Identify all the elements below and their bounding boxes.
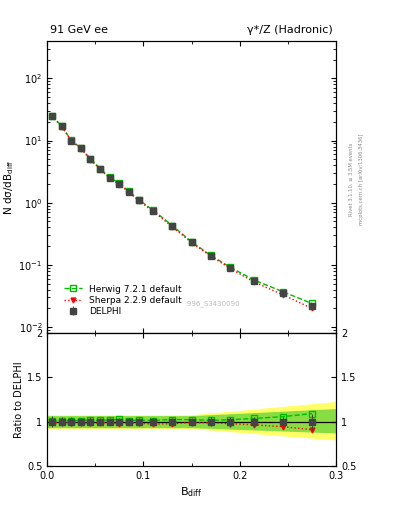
Sherpa 2.2.9 default [136,198,141,204]
Sherpa 2.2.9 default [151,208,156,215]
X-axis label: B$_\mathrm{diff}$: B$_\mathrm{diff}$ [180,485,203,499]
Y-axis label: N dσ/dB$_\mathrm{diff}$: N dσ/dB$_\mathrm{diff}$ [2,159,16,215]
Herwig 7.2.1 default [310,301,314,307]
Sherpa 2.2.9 default [228,265,233,271]
Line: Herwig 7.2.1 default: Herwig 7.2.1 default [49,113,315,306]
Sherpa 2.2.9 default [107,175,112,181]
Herwig 7.2.1 default [69,137,73,143]
Text: Rivet 3.1.10, ≥ 3.5M events: Rivet 3.1.10, ≥ 3.5M events [349,142,354,216]
Sherpa 2.2.9 default [170,224,175,230]
Y-axis label: Ratio to DELPHI: Ratio to DELPHI [14,361,24,438]
Sherpa 2.2.9 default [252,279,257,285]
Sherpa 2.2.9 default [59,123,64,130]
Herwig 7.2.1 default [209,252,213,259]
Sherpa 2.2.9 default [79,145,83,152]
Herwig 7.2.1 default [98,165,103,172]
Text: DELPHI_1996_S3430090: DELPHI_1996_S3430090 [154,301,240,307]
Herwig 7.2.1 default [252,277,257,283]
Herwig 7.2.1 default [79,145,83,151]
Sherpa 2.2.9 default [281,292,285,298]
Herwig 7.2.1 default [281,289,285,295]
Herwig 7.2.1 default [59,123,64,129]
Herwig 7.2.1 default [170,222,175,228]
Sherpa 2.2.9 default [98,166,103,173]
Text: mcplots.cern.ch [arXiv:1306.3436]: mcplots.cern.ch [arXiv:1306.3436] [359,134,364,225]
Sherpa 2.2.9 default [117,182,122,188]
Sherpa 2.2.9 default [88,157,93,163]
Sherpa 2.2.9 default [127,189,131,195]
Herwig 7.2.1 default [107,175,112,181]
Text: γ*/Z (Hadronic): γ*/Z (Hadronic) [247,25,333,35]
Legend: Herwig 7.2.1 default, Sherpa 2.2.9 default, DELPHI: Herwig 7.2.1 default, Sherpa 2.2.9 defau… [61,281,185,320]
Herwig 7.2.1 default [136,197,141,203]
Herwig 7.2.1 default [88,156,93,162]
Sherpa 2.2.9 default [189,240,194,246]
Herwig 7.2.1 default [189,239,194,245]
Line: Sherpa 2.2.9 default: Sherpa 2.2.9 default [50,114,314,311]
Sherpa 2.2.9 default [69,138,73,144]
Herwig 7.2.1 default [228,264,233,270]
Herwig 7.2.1 default [117,180,122,186]
Text: 91 GeV ee: 91 GeV ee [50,25,108,35]
Herwig 7.2.1 default [50,113,54,119]
Sherpa 2.2.9 default [310,305,314,311]
Sherpa 2.2.9 default [209,253,213,259]
Herwig 7.2.1 default [127,188,131,195]
Sherpa 2.2.9 default [50,113,54,119]
Herwig 7.2.1 default [151,207,156,213]
